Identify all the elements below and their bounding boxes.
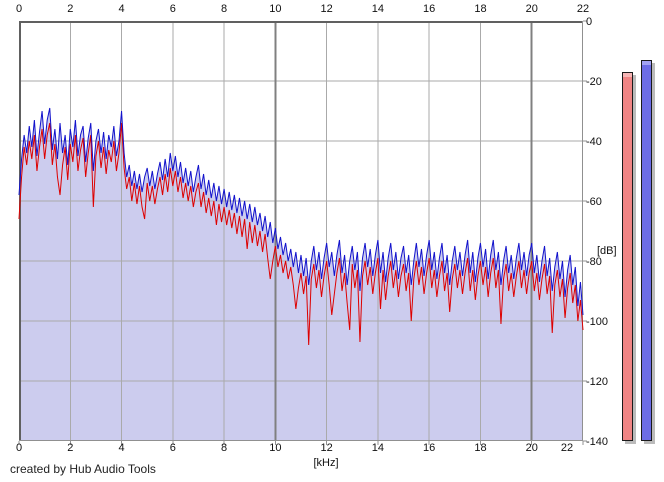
x-tick-label-top: 22 [576,3,590,15]
y-tick-label: -100 [586,316,609,328]
blue-meter-peak-cap [642,61,651,65]
x-tick-label-bottom: 20 [525,442,538,454]
x-tick-label-bottom: 16 [423,442,436,454]
red-meter-peak-cap [623,73,632,77]
x-tick-label-top: 14 [371,3,385,15]
red-channel-trace [18,122,584,346]
y-tick-label: -40 [586,136,602,148]
x-tick-label-bottom: 8 [221,442,228,454]
x-tick-label-top: 4 [118,3,125,15]
x-tick-label-top: 2 [67,3,74,15]
y-tick-label: -20 [586,76,602,88]
y-tick-label: -80 [586,256,602,268]
x-axis-unit-label: [kHz] [313,457,339,469]
x-tick-label-bottom: 18 [474,442,487,454]
blue-channel-level-meter [641,60,652,441]
x-tick-label-bottom: 0 [15,442,23,454]
x-tick-label-top: 20 [525,3,538,15]
blue-channel-trace [18,107,584,316]
x-tick-label-top: 8 [221,3,228,15]
y-tick-label: -120 [586,376,609,388]
x-tick-label-bottom: 12 [320,442,333,454]
x-tick-label-bottom: 2 [67,442,74,454]
red-channel-level-meter [622,72,633,441]
x-tick-label-bottom: 4 [118,442,125,454]
x-tick-label-top: 18 [474,3,487,15]
y-tick-label: -140 [586,436,609,448]
credit-text: created by Hub Audio Tools [10,462,156,476]
y-tick-label: -60 [586,196,602,208]
y-tick-label: 0 [586,16,593,28]
x-tick-label-bottom: 10 [269,442,282,454]
x-tick-label-bottom: 22 [560,442,574,454]
y-axis-unit-label: [dB] [597,245,617,257]
x-tick-label-top: 12 [320,3,333,15]
x-tick-label-top: 10 [269,3,282,15]
x-tick-label-top: 16 [423,3,436,15]
x-tick-label-bottom: 14 [371,442,385,454]
x-tick-label-top: 6 [169,3,176,15]
x-tick-label-top: 0 [15,3,23,15]
x-tick-label-bottom: 6 [169,442,176,454]
